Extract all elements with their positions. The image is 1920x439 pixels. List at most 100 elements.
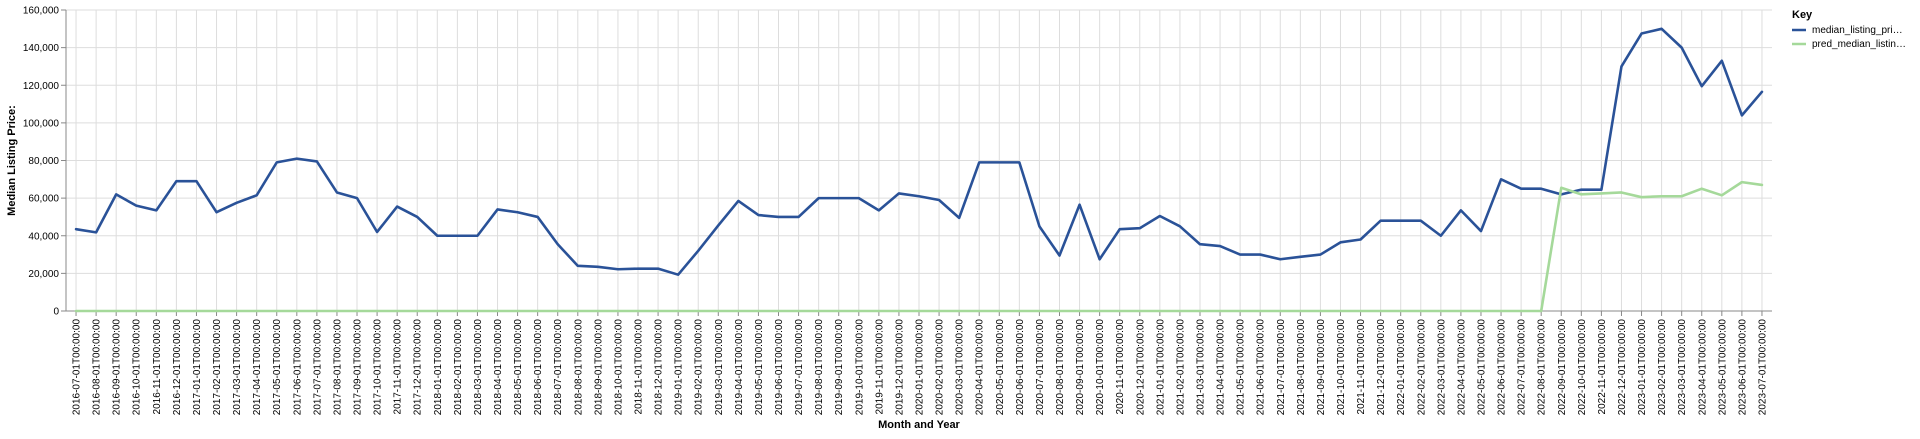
x-tick-label: 2023-03-01T00:00:00 — [1677, 319, 1688, 416]
x-tick-label: 2021-03-01T00:00:00 — [1195, 319, 1206, 416]
x-tick-label: 2020-08-01T00:00:00 — [1055, 319, 1066, 416]
x-tick-label: 2018-12-01T00:00:00 — [654, 319, 665, 416]
x-tick-label: 2019-05-01T00:00:00 — [754, 319, 765, 416]
x-tick-label: 2016-10-01T00:00:00 — [132, 319, 143, 416]
x-tick-label: 2020-04-01T00:00:00 — [975, 319, 986, 416]
x-tick-label: 2019-02-01T00:00:00 — [694, 319, 705, 416]
x-tick-label: 2022-03-01T00:00:00 — [1436, 319, 1447, 416]
x-tick-label: 2017-01-01T00:00:00 — [192, 319, 203, 416]
x-tick-label: 2016-11-01T00:00:00 — [152, 319, 163, 415]
x-tick-label: 2017-08-01T00:00:00 — [332, 319, 343, 416]
x-tick-label: 2022-06-01T00:00:00 — [1497, 319, 1508, 416]
x-tick-label: 2020-10-01T00:00:00 — [1095, 319, 1106, 416]
x-tick-label: 2020-03-01T00:00:00 — [955, 319, 966, 416]
y-tick-label: 140,000 — [23, 43, 60, 54]
x-tick-label: 2019-12-01T00:00:00 — [894, 319, 905, 416]
x-tick-label: 2018-05-01T00:00:00 — [513, 319, 524, 416]
x-tick-label: 2017-04-01T00:00:00 — [252, 319, 263, 416]
y-tick-label: 20,000 — [28, 269, 59, 280]
x-tick-label: 2023-01-01T00:00:00 — [1637, 319, 1648, 416]
x-tick-label: 2022-12-01T00:00:00 — [1617, 319, 1628, 416]
x-tick-label: 2017-03-01T00:00:00 — [232, 319, 243, 416]
x-tick-label: 2023-06-01T00:00:00 — [1737, 319, 1748, 416]
x-tick-label: 2020-01-01T00:00:00 — [915, 319, 926, 416]
x-tick-label: 2017-07-01T00:00:00 — [312, 319, 323, 416]
x-tick-label: 2021-02-01T00:00:00 — [1175, 319, 1186, 416]
x-tick-label: 2023-02-01T00:00:00 — [1657, 319, 1668, 416]
x-tick-label: 2019-03-01T00:00:00 — [714, 319, 725, 416]
y-tick-label: 40,000 — [28, 231, 59, 242]
x-tick-label: 2019-09-01T00:00:00 — [834, 319, 845, 416]
x-tick-label: 2018-02-01T00:00:00 — [453, 319, 464, 416]
x-tick-label: 2021-09-01T00:00:00 — [1316, 319, 1327, 416]
x-axis-title: Month and Year — [878, 419, 960, 431]
y-axis-title: Median Listing Price: — [6, 105, 18, 216]
y-tick-label: 160,000 — [23, 6, 60, 17]
x-tick-label: 2023-07-01T00:00:00 — [1757, 319, 1768, 416]
x-tick-label: 2022-09-01T00:00:00 — [1557, 319, 1568, 416]
y-tick-label: 80,000 — [28, 156, 59, 167]
x-tick-label: 2017-10-01T00:00:00 — [373, 319, 384, 416]
gridlines — [66, 9, 1772, 312]
x-tick-label: 2023-05-01T00:00:00 — [1717, 319, 1728, 416]
x-tick-label: 2017-06-01T00:00:00 — [292, 319, 303, 416]
legend-entry-label: median_listing_pri… — [1812, 25, 1903, 36]
x-tick-label: 2019-04-01T00:00:00 — [734, 319, 745, 416]
x-tick-label: 2022-07-01T00:00:00 — [1517, 319, 1528, 416]
x-tick-label: 2022-11-01T00:00:00 — [1597, 319, 1608, 415]
x-tick-label: 2018-03-01T00:00:00 — [473, 319, 484, 416]
legend: median_listing_pri… pred_median_listin… — [1792, 25, 1906, 50]
x-tick-label: 2019-06-01T00:00:00 — [774, 319, 785, 416]
x-tick-label: 2019-01-01T00:00:00 — [674, 319, 685, 416]
x-tick-label: 2016-09-01T00:00:00 — [112, 319, 123, 416]
x-tick-label: 2020-05-01T00:00:00 — [995, 319, 1006, 416]
legend-title: Key — [1792, 9, 1813, 21]
x-tick-label: 2016-07-01T00:00:00 — [72, 319, 83, 416]
x-tick-label: 2020-02-01T00:00:00 — [935, 319, 946, 416]
x-tick-label: 2020-11-01T00:00:00 — [1115, 319, 1126, 415]
x-tick-label: 2017-12-01T00:00:00 — [413, 319, 424, 416]
x-tick-label: 2018-09-01T00:00:00 — [593, 319, 604, 416]
x-tick-label: 2021-12-01T00:00:00 — [1376, 319, 1387, 416]
x-tick-label: 2018-11-01T00:00:00 — [634, 319, 645, 415]
x-tick-label: 2020-09-01T00:00:00 — [1075, 319, 1086, 416]
series — [74, 27, 1764, 313]
x-tick-label: 2017-09-01T00:00:00 — [353, 319, 364, 416]
x-tick-label: 2021-06-01T00:00:00 — [1256, 319, 1267, 416]
x-tick-label: 2019-10-01T00:00:00 — [854, 319, 865, 416]
x-tick-label: 2020-06-01T00:00:00 — [1015, 319, 1026, 416]
x-tick-label: 2020-07-01T00:00:00 — [1035, 319, 1046, 416]
x-tick-label: 2016-08-01T00:00:00 — [92, 319, 103, 416]
series-line-1 — [74, 180, 1764, 313]
x-tick-label: 2017-02-01T00:00:00 — [212, 319, 223, 416]
y-tick-label: 60,000 — [28, 194, 59, 205]
y-tick-label: 120,000 — [23, 81, 60, 92]
legend-entry-label: pred_median_listin… — [1812, 39, 1906, 50]
x-tick-label: 2019-07-01T00:00:00 — [794, 319, 805, 416]
x-tick-label: 2018-10-01T00:00:00 — [613, 319, 624, 416]
x-tick-label: 2021-11-01T00:00:00 — [1356, 319, 1367, 415]
x-tick-label: 2021-07-01T00:00:00 — [1276, 319, 1287, 416]
x-tick-label: 2019-08-01T00:00:00 — [814, 319, 825, 416]
x-tick-label: 2021-10-01T00:00:00 — [1336, 319, 1347, 416]
x-tick-label: 2021-01-01T00:00:00 — [1155, 319, 1166, 416]
x-tick-label: 2022-05-01T00:00:00 — [1476, 319, 1487, 416]
x-tick-label: 2018-06-01T00:00:00 — [533, 319, 544, 416]
x-tick-label: 2018-08-01T00:00:00 — [573, 319, 584, 416]
y-tick-label: 0 — [53, 307, 59, 318]
y-tick-label: 100,000 — [23, 118, 60, 129]
x-tick-label: 2022-08-01T00:00:00 — [1537, 319, 1548, 416]
x-tick-label: 2022-10-01T00:00:00 — [1577, 319, 1588, 416]
x-tick-label: 2018-01-01T00:00:00 — [433, 319, 444, 416]
x-tick-label: 2022-04-01T00:00:00 — [1456, 319, 1467, 416]
x-tick-label: 2022-01-01T00:00:00 — [1396, 319, 1407, 416]
x-tick-label: 2020-12-01T00:00:00 — [1135, 319, 1146, 416]
x-tick-label: 2016-12-01T00:00:00 — [172, 319, 183, 416]
x-tick-label: 2018-07-01T00:00:00 — [553, 319, 564, 416]
axes: 0 20,000 40,000 60,000 80,000 100,000 120,000 1… — [23, 6, 1772, 416]
series-line-0 — [74, 27, 1764, 276]
x-tick-label: 2018-04-01T00:00:00 — [493, 319, 504, 416]
x-tick-label: 2021-05-01T00:00:00 — [1236, 319, 1247, 416]
